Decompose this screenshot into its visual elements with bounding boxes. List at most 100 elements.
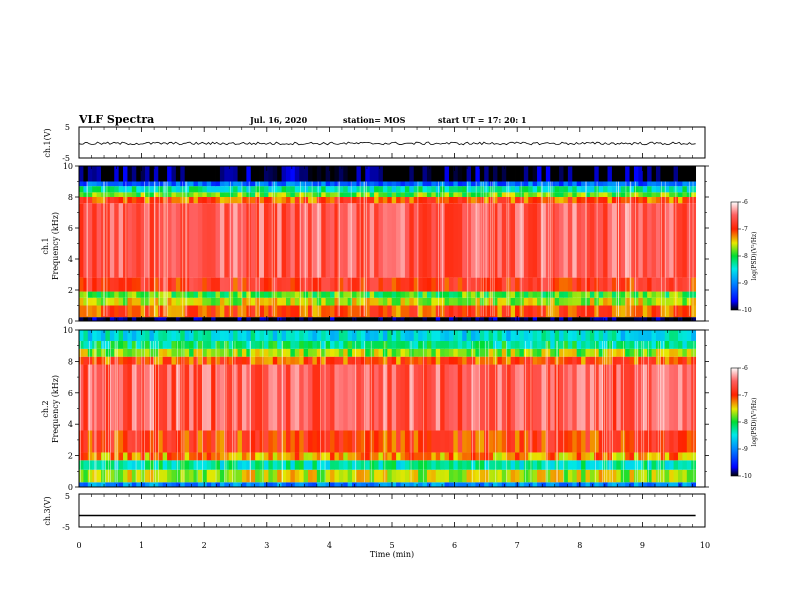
spectrogram-cell xyxy=(651,166,657,182)
spectrogram-cell xyxy=(396,186,401,193)
spectrogram-cell xyxy=(400,340,406,349)
spectrogram-cell xyxy=(365,330,371,341)
spectrogram-cell xyxy=(197,317,203,322)
spectrogram-cell xyxy=(127,482,133,487)
spectrogram-cell xyxy=(418,356,423,365)
spectrogram-cell xyxy=(409,197,415,204)
spectrogram-cell xyxy=(303,305,309,318)
colorbar-tick-label: -10 xyxy=(742,307,752,314)
spectrogram-cell xyxy=(352,192,357,197)
spectrogram-cell xyxy=(493,305,498,318)
spectrogram-cell xyxy=(541,469,547,483)
spectrogram-cell xyxy=(233,203,238,278)
spectrogram-cell xyxy=(642,203,648,278)
spectrogram-cell xyxy=(79,340,84,349)
spectrogram-cell xyxy=(594,181,600,187)
spectrogram-cell xyxy=(131,192,137,197)
spectrogram-cell xyxy=(149,197,155,204)
spectrogram-cell xyxy=(325,460,331,470)
spectrogram-cell xyxy=(457,186,463,193)
spectrogram-cell xyxy=(497,482,503,487)
spectrogram-cell xyxy=(545,305,551,318)
spectrogram-cell xyxy=(554,166,560,182)
spectrogram-cell xyxy=(352,305,357,318)
spectrogram-cell xyxy=(567,305,573,318)
spectrogram-cell xyxy=(356,203,362,278)
spectrogram-cell xyxy=(167,330,172,341)
spectrogram-cell xyxy=(202,340,208,349)
spectrogram-cell xyxy=(92,186,98,193)
spectrogram-cell xyxy=(140,482,146,487)
spectrogram-cell xyxy=(435,181,441,187)
spectrogram-cell xyxy=(426,277,432,292)
spectrogram-cell xyxy=(250,452,256,461)
colorbar-tick-label: -9 xyxy=(742,280,748,287)
spectrogram-cell xyxy=(202,197,208,204)
spectrogram-cell xyxy=(228,277,234,292)
spectrogram-cell xyxy=(629,340,635,349)
spectrogram-cell xyxy=(541,203,547,278)
spectrogram-streak xyxy=(604,340,605,483)
spectrogram-cell xyxy=(409,297,415,306)
spectrogram-cell xyxy=(87,203,93,278)
spectrogram-cell xyxy=(387,277,393,292)
spectrogram-cell xyxy=(87,181,93,187)
spectrogram-cell xyxy=(131,356,137,365)
spectrogram-cell xyxy=(404,277,410,292)
spectrogram-cell xyxy=(356,181,362,187)
spectrogram-cell xyxy=(523,181,529,187)
spectrogram-cell xyxy=(633,452,639,461)
spectrogram-cell xyxy=(638,356,644,365)
spectrogram-cell xyxy=(603,460,608,470)
spectrogram-cell xyxy=(140,186,146,193)
spectrogram-cell xyxy=(250,340,256,349)
spectrogram-cell xyxy=(431,197,437,204)
spectrogram-cell xyxy=(493,277,498,292)
spectrogram-cell xyxy=(545,330,551,341)
spectrogram-cell xyxy=(435,166,441,182)
spectrogram-cell xyxy=(303,192,309,197)
spectrogram-cell xyxy=(241,197,247,204)
spectrogram-cell xyxy=(374,305,379,318)
spectrogram-cell xyxy=(343,297,349,306)
spectrogram-cell xyxy=(475,291,481,298)
spectrogram-cell xyxy=(175,469,181,483)
spectrogram-cell xyxy=(118,364,124,431)
spectrogram-cell xyxy=(158,469,164,483)
spectrogram-cell xyxy=(352,186,357,193)
spectrogram-cell xyxy=(321,356,327,365)
spectrogram-cell xyxy=(448,356,454,365)
spectrogram-cell xyxy=(448,469,454,483)
spectrogram-cell xyxy=(246,330,252,341)
spectrogram-cell xyxy=(581,197,586,204)
spectrogram-cell xyxy=(83,330,89,341)
spectrogram-cell xyxy=(462,452,467,461)
spectrogram-cell xyxy=(585,297,591,306)
spectrogram-cell xyxy=(532,192,538,197)
spectrogram-cell xyxy=(334,460,340,470)
spectrogram-cell xyxy=(136,305,142,318)
spectrogram-cell xyxy=(105,277,111,292)
spectrogram-cell xyxy=(625,482,630,487)
spectrogram-cell xyxy=(616,340,622,349)
spectrogram-cell xyxy=(308,197,313,204)
spectrogram-cell xyxy=(180,364,186,431)
spectrogram-cell xyxy=(140,452,146,461)
spectrogram-cell xyxy=(581,460,586,470)
ch2-spectrogram-ylabel-frequency: Frequency (kHz) xyxy=(51,375,60,443)
spectrogram-cell xyxy=(189,460,194,470)
spectrogram-cell xyxy=(153,317,159,322)
spectrogram-cell xyxy=(343,181,349,187)
spectrogram-cell xyxy=(691,277,697,292)
spectrogram-cell xyxy=(347,192,353,197)
spectrogram-cell xyxy=(145,192,150,197)
spectrogram-cell xyxy=(426,291,432,298)
spectrogram-cell xyxy=(669,452,674,461)
spectrogram-cell xyxy=(554,181,560,187)
spectrogram-cell xyxy=(281,364,287,431)
spectrogram-cell xyxy=(360,460,366,470)
spectrogram-cell xyxy=(347,297,353,306)
spectrogram-cell xyxy=(616,348,622,357)
spectrogram-cell xyxy=(365,364,371,431)
spectrogram-cell xyxy=(448,203,454,278)
